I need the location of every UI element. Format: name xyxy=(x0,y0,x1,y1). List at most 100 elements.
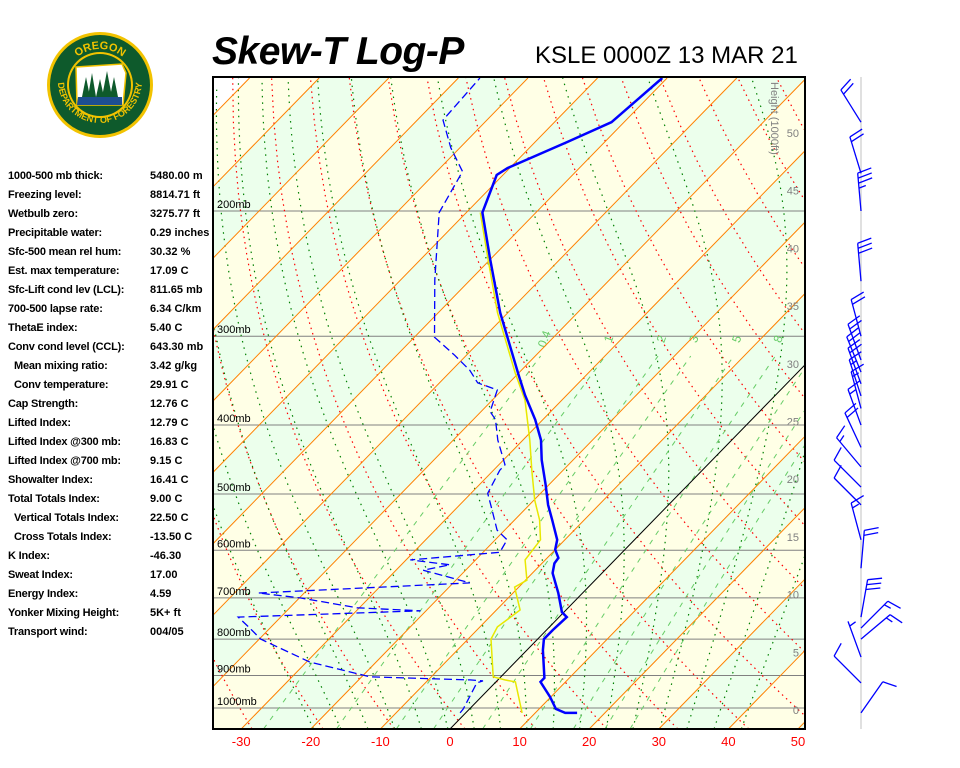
wind-barb-half-feather xyxy=(849,389,856,395)
stat-value: 9.15 C xyxy=(150,455,183,467)
height-tick-label: 20 xyxy=(787,474,799,486)
mixing-ratio-line xyxy=(263,355,541,729)
wind-barb-staff xyxy=(836,437,862,468)
wind-barb-half-feather xyxy=(839,435,845,442)
wind-barb xyxy=(860,577,883,618)
pressure-label: 500mb xyxy=(217,482,251,494)
wind-barb-feather xyxy=(843,82,854,95)
wind-barb-half-feather xyxy=(858,184,867,189)
wind-barb xyxy=(847,621,862,658)
wind-barb-staff xyxy=(848,359,862,397)
pressure-label: 600mb xyxy=(217,538,251,550)
wind-barb xyxy=(847,380,862,426)
stat-row: Energy Index: 4.59 xyxy=(8,586,212,605)
wind-barb-feather xyxy=(846,327,859,338)
stat-row: Lifted Index @700 mb: 9.15 C xyxy=(8,453,212,472)
stat-label: Precipitable water: xyxy=(8,227,103,239)
height-tick-label: 40 xyxy=(787,243,799,255)
wind-barb-staff xyxy=(844,412,862,448)
stat-row: Sfc-500 mean rel hum: 30.32 % xyxy=(8,244,212,263)
stat-label: Lifted Index @300 mb: xyxy=(8,436,121,448)
wind-barb-feather xyxy=(850,495,864,504)
zero-isotherm xyxy=(449,364,805,729)
stat-row: Total Totals Index: 9.00 C xyxy=(8,491,212,510)
wind-barb xyxy=(850,363,864,409)
stat-value: 12.79 C xyxy=(150,417,189,429)
isotherm xyxy=(213,77,529,402)
wind-barb-feather xyxy=(858,247,873,254)
wind-barb-staff xyxy=(857,243,862,282)
stat-row: Yonker Mixing Height: 5K+ ft xyxy=(8,605,212,624)
moist-adiabat xyxy=(237,77,422,729)
sounding-indices-panel: 1000-500 mb thick: 5480.00 m Freezing leve… xyxy=(8,168,212,643)
height-tick-label: 0 xyxy=(793,705,799,717)
moist-adiabat xyxy=(213,317,369,729)
stat-value: 643.30 mb xyxy=(150,341,204,353)
pressure-label: 900mb xyxy=(217,663,251,675)
stat-row: Conv cond level (CCL): 643.30 mb xyxy=(8,339,212,358)
stat-label: 1000-500 mb thick: xyxy=(8,170,103,182)
wind-barb-feather xyxy=(844,402,857,414)
pressure-label: 200mb xyxy=(217,199,251,211)
temperature-tick-label: 50 xyxy=(791,734,805,749)
stat-value: 30.32 % xyxy=(150,246,191,258)
wind-barb-feather xyxy=(848,332,861,343)
height-axis-label: Height (1000ft) xyxy=(768,82,780,155)
stat-value: 4.59 xyxy=(150,588,172,600)
wind-barb xyxy=(844,402,862,448)
mixing-ratio-line xyxy=(529,355,776,729)
stat-row: Showalter Index: 16.41 C xyxy=(8,472,212,491)
wind-barb-feather xyxy=(849,319,862,330)
wind-barb xyxy=(860,614,903,640)
isotherm xyxy=(380,292,805,729)
temperature-tick-label: -20 xyxy=(301,734,320,749)
wind-barb-feather xyxy=(857,167,872,174)
dry-adiabat xyxy=(893,78,960,729)
dry-adiabat xyxy=(348,77,679,729)
stat-row: Lifted Index: 12.79 C xyxy=(8,415,212,434)
stat-row: Mean mixing ratio: 3.42 g/kg xyxy=(8,358,212,377)
isotherm xyxy=(213,77,668,545)
wind-barb-feather xyxy=(836,425,846,439)
dry-adiabat xyxy=(816,78,960,729)
wind-barb-feather xyxy=(849,343,862,354)
wind-barb-staff xyxy=(850,371,862,409)
wind-barb-feather xyxy=(833,447,842,461)
wind-barb-staff xyxy=(833,655,862,684)
plot-frame xyxy=(212,76,806,730)
mixing-ratio-label: 8 xyxy=(770,333,786,344)
mixing-ratio-line xyxy=(629,443,805,729)
stat-label: Total Totals Index: xyxy=(8,493,100,505)
wind-barb-staff xyxy=(847,347,862,385)
wind-barb xyxy=(836,425,862,468)
wind-barb-feather xyxy=(846,407,859,418)
wind-barb-feather xyxy=(867,577,883,581)
stat-row: 1000-500 mb thick: 5480.00 m xyxy=(8,168,212,187)
stat-label: Vertical Totals Index: xyxy=(14,512,119,524)
wind-barb-feather xyxy=(852,296,866,305)
svg-text:OREGON: OREGON xyxy=(72,40,127,60)
stat-value: 16.83 C xyxy=(150,436,189,448)
stat-label: Est. max temperature: xyxy=(8,265,120,277)
mixing-ratio-line xyxy=(433,355,692,729)
pressure-label: 1000mb xyxy=(217,696,257,708)
wind-barb-half-feather xyxy=(885,617,893,623)
stat-row: Precipitable water: 0.29 inches xyxy=(8,225,212,244)
dewpoint-profile xyxy=(236,77,508,714)
stat-label: Mean mixing ratio: xyxy=(14,360,108,372)
stat-label: Cap Strength: xyxy=(8,398,79,410)
isotherm xyxy=(868,78,960,729)
isotherm xyxy=(240,150,805,729)
wind-barb-feather xyxy=(865,587,881,591)
wind-barb-feather xyxy=(849,128,863,138)
mixing-ratio-label: 2 xyxy=(654,333,670,344)
height-tick-label: 5 xyxy=(793,647,799,659)
isotherm xyxy=(213,78,805,688)
wind-barb-feather xyxy=(889,614,903,624)
wind-barb-feather xyxy=(864,526,879,532)
wind-barb-staff xyxy=(833,477,862,506)
temperature-tick-label: 30 xyxy=(652,734,666,749)
height-tick-label: 15 xyxy=(787,532,799,544)
stat-value: 004/05 xyxy=(150,626,184,638)
wind-barb xyxy=(850,495,864,540)
